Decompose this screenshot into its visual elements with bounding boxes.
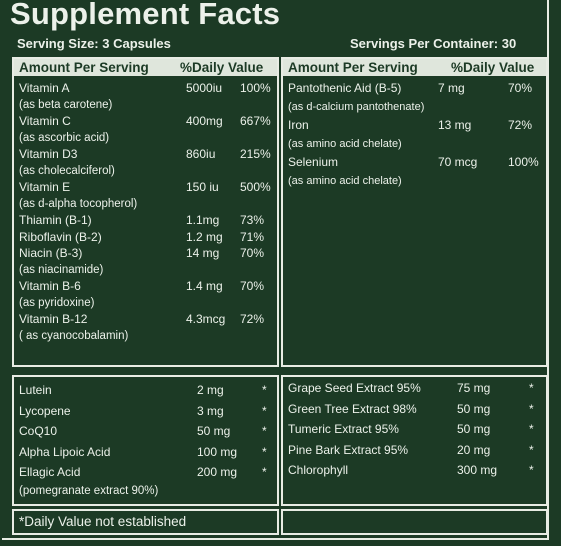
ingredient-amount: 50 mg (457, 401, 491, 416)
ingredient-amount: 3 mg (197, 403, 224, 418)
amount-header: Amount Per Serving (19, 60, 149, 75)
nutrient-source: (as beta carotene) (19, 98, 113, 111)
ingredient-dv: * (262, 465, 267, 479)
ingredient-amount: 20 mg (457, 442, 491, 457)
ingredient-amount: 2 mg (197, 383, 224, 397)
nutrient-name: Vitamin C (19, 114, 71, 128)
extras-left-panel: Lutein 2 mg * Lycopene 3 mg * CoQ10 50 mg * Alpha… (12, 375, 279, 506)
nutrient-dv: 100% (508, 155, 539, 169)
ingredient-source: (pomegranate extract 90%) (19, 484, 159, 497)
ingredient-amount: 50 mg (197, 424, 231, 438)
nutrient-source: (as d-calcium pantothenate) (288, 100, 425, 113)
nutrient-dv: 100% (240, 81, 271, 95)
nutrient-dv: 667% (240, 114, 271, 128)
ingredient-amount: 300 mg (457, 463, 498, 477)
ingredient-name: Green Tree Extract 98% (288, 401, 417, 416)
nutrient-source: (as ascorbic acid) (19, 131, 110, 144)
nutrient-name: Riboflavin (B-2) (19, 229, 102, 244)
ingredient-amount: 200 mg (197, 465, 238, 479)
ingredient-name: Tumeric Extract 95% (288, 422, 399, 436)
nutrient-dv: 500% (240, 180, 271, 194)
ingredient-dv: * (262, 424, 267, 438)
nutrient-source: (as cholecalciferol) (19, 164, 115, 177)
label-title: Supplement Facts (10, 0, 281, 31)
minerals-panel: Amount Per Serving %Daily Value Pantothe… (281, 57, 548, 367)
nutrient-amount: 1.2 mg (186, 229, 223, 244)
nutrient-dv: 70% (240, 279, 265, 293)
nutrient-source: (as d-alpha tocopherol) (19, 197, 138, 210)
nutrient-amount: 1.1mg (186, 213, 220, 227)
ingredient-dv: * (529, 442, 534, 457)
amount-header-right: Amount Per Serving (288, 60, 418, 75)
ingredient-dv: * (529, 463, 534, 477)
ingredient-name: Alpha Lipoic Acid (19, 444, 111, 459)
ingredient-name: Ellagic Acid (19, 465, 81, 479)
nutrient-name: Niacin (B-3) (19, 246, 83, 260)
servings-per-container: Servings Per Container: 30 (350, 36, 517, 51)
footnote-box-right (281, 509, 548, 535)
nutrient-amount: 860iu (186, 147, 216, 161)
nutrient-dv: 73% (240, 213, 265, 227)
nutrient-name: Vitamin E (19, 180, 71, 194)
ingredient-name: CoQ10 (19, 424, 58, 438)
nutrient-source: (as amino acid chelate) (288, 137, 402, 150)
nutrient-source: (as niacinamide) (19, 263, 104, 276)
label-frame (2, 0, 549, 540)
nutrient-name: Iron (288, 118, 309, 132)
ingredient-dv: * (529, 422, 534, 436)
nutrient-source: (as pyridoxine) (19, 296, 95, 309)
extras-right-panel: Grape Seed Extract 95% 75 mg * Green Tree E… (281, 375, 548, 506)
nutrient-name: Pantothenic Aid (B-5) (288, 81, 402, 95)
nutrient-name: Vitamin A (19, 81, 70, 95)
nutrient-name: Vitamin B-12 (19, 312, 88, 326)
vitamins-header: Amount Per Serving %Daily Value (14, 59, 277, 76)
ingredient-name: Lutein (19, 383, 52, 397)
footnote-box (12, 509, 279, 535)
nutrient-amount: 400mg (186, 114, 223, 128)
nutrient-dv: 72% (508, 118, 533, 132)
nutrient-name: Thiamin (B-1) (19, 213, 92, 227)
nutrient-dv: 215% (240, 147, 271, 161)
nutrient-dv: 70% (240, 246, 265, 260)
nutrient-amount: 13 mg (438, 118, 472, 132)
nutrient-name: Vitamin B-6 (19, 279, 81, 293)
nutrient-source: (as amino acid chelate) (288, 174, 402, 187)
nutrient-amount: 4.3mcg (186, 312, 226, 326)
ingredient-amount: 50 mg (457, 422, 491, 436)
ingredient-name: Chlorophyll (288, 463, 349, 477)
ingredient-dv: * (262, 403, 267, 418)
vitamins-panel: Amount Per Serving %Daily Value Vitamin … (12, 57, 279, 367)
footnote: *Daily Value not established (19, 514, 187, 529)
nutrient-dv: 72% (240, 312, 265, 326)
ingredient-name: Lycopene (19, 403, 71, 418)
ingredient-name: Grape Seed Extract 95% (288, 381, 421, 395)
nutrient-name: Vitamin D3 (19, 147, 78, 161)
nutrient-amount: 7 mg (438, 81, 465, 95)
serving-size: Serving Size: 3 Capsules (17, 36, 171, 51)
nutrient-dv: 71% (240, 229, 265, 244)
ingredient-name: Pine Bark Extract 95% (288, 442, 409, 457)
ingredient-dv: * (262, 383, 267, 397)
nutrient-amount: 70 mcg (438, 155, 478, 169)
nutrient-amount: 14 mg (186, 246, 220, 260)
ingredient-amount: 75 mg (457, 381, 491, 395)
ingredient-dv: * (529, 381, 534, 395)
dv-header: %Daily Value (180, 60, 264, 75)
ingredient-amount: 100 mg (197, 444, 238, 459)
minerals-header: Amount Per Serving %Daily Value (283, 59, 546, 76)
nutrient-amount: 150 iu (186, 180, 219, 194)
ingredient-dv: * (262, 444, 267, 459)
nutrient-source: ( as cyanocobalamin) (19, 329, 129, 342)
nutrient-amount: 1.4 mg (186, 279, 223, 293)
nutrient-name: Selenium (288, 155, 339, 169)
nutrient-dv: 70% (508, 81, 533, 95)
dv-header-right: %Daily Value (451, 60, 535, 75)
ingredient-dv: * (529, 401, 534, 416)
nutrient-amount: 5000iu (186, 81, 223, 95)
